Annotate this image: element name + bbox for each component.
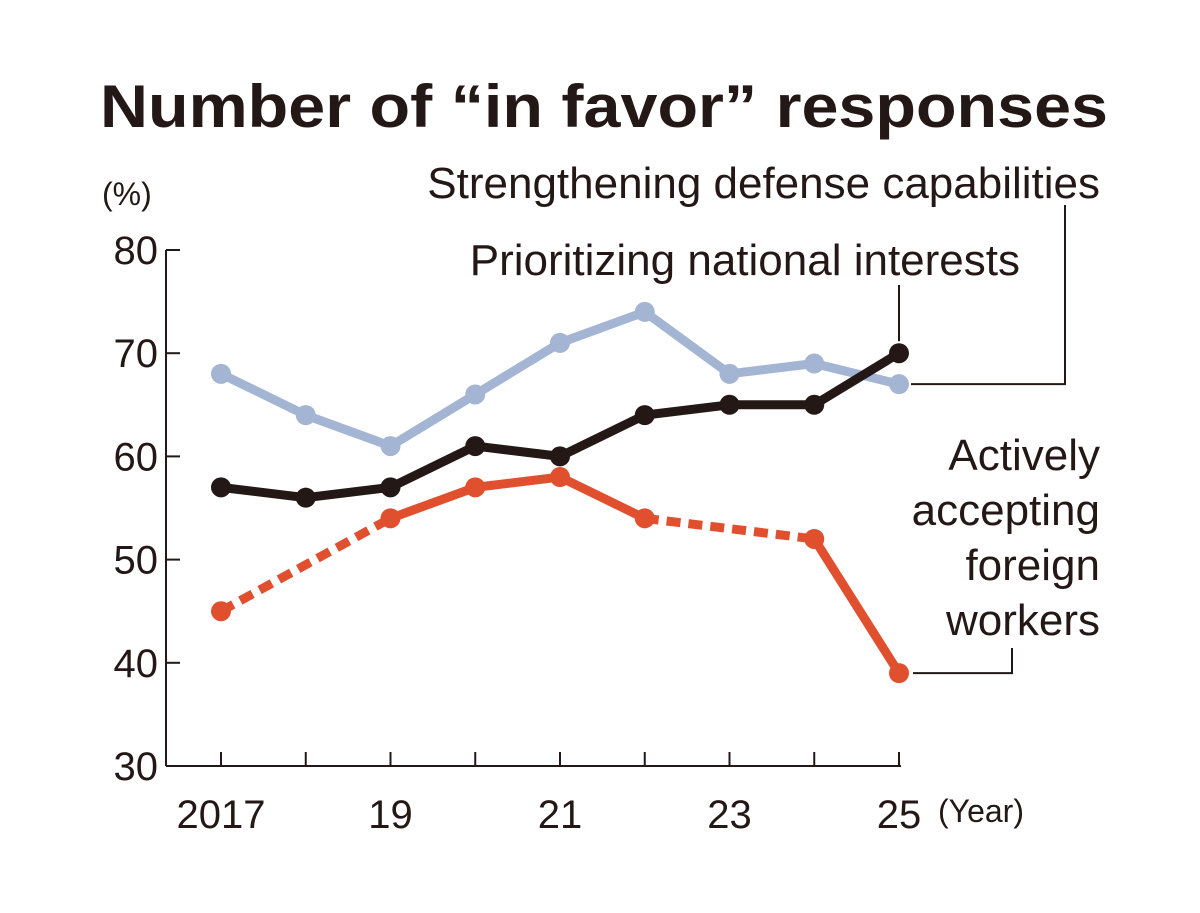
leader-line-foreign-workers [913, 648, 1013, 675]
x-tick-label: 21 [538, 793, 583, 837]
data-point [211, 477, 231, 498]
data-point [889, 663, 909, 684]
series-segment [470, 338, 565, 399]
data-point [550, 467, 570, 488]
data-point [634, 405, 655, 426]
data-point [380, 508, 401, 529]
x-tick-label: 23 [707, 793, 752, 837]
data-point [889, 343, 909, 364]
data-point [295, 487, 316, 508]
series-segment [640, 307, 734, 379]
data-point [634, 508, 655, 529]
data-point [380, 477, 401, 498]
data-point [804, 394, 825, 415]
leader-lines [898, 205, 1066, 675]
series-segment [301, 482, 395, 503]
data-point [889, 374, 909, 395]
series-segment [386, 441, 480, 492]
data-point [211, 363, 231, 384]
series-segment [470, 441, 565, 461]
y-tick-label: 50 [114, 539, 159, 583]
data-point [634, 301, 655, 322]
series-segment [216, 369, 311, 420]
y-tick-label: 60 [114, 435, 159, 479]
data-point [295, 405, 316, 426]
data-point [804, 353, 825, 374]
data-point [465, 436, 486, 457]
data-point [380, 436, 401, 457]
series-0 [211, 301, 909, 457]
series-segment [386, 482, 480, 523]
series-label-foreign-workers-line2: accepting [912, 486, 1100, 535]
x-tick-label: 2017 [177, 793, 266, 837]
data-point [550, 446, 570, 467]
series-label-foreign-workers-line1: Actively [948, 431, 1100, 480]
series-segment [470, 472, 565, 492]
leader-line-defense [911, 205, 1066, 386]
y-axis-label: (%) [102, 176, 152, 212]
data-point [465, 477, 486, 498]
data-point [550, 332, 570, 353]
series-segment [640, 400, 734, 420]
series-label-foreign-workers-line3: foreign [965, 541, 1100, 590]
data-point [719, 394, 740, 415]
series-segment [301, 410, 395, 451]
x-tick-label: 25 [877, 793, 922, 837]
series-segment-dashed [644, 513, 815, 544]
series-segment-dashed [218, 514, 393, 616]
series-marks [211, 301, 909, 684]
series-segment [809, 534, 904, 678]
x-tick-label: 19 [368, 793, 413, 837]
y-tick-label: 70 [114, 332, 159, 376]
data-point [465, 384, 486, 405]
series-segment [555, 472, 650, 523]
series-segment [725, 359, 819, 379]
series-segment [386, 389, 480, 451]
series-label-defense: Strengthening defense capabilities [427, 159, 1100, 208]
series-segment [809, 348, 904, 410]
series-segment [216, 482, 311, 503]
series-segment [555, 410, 650, 461]
y-tick-label: 30 [114, 745, 159, 789]
series-label-foreign-workers-line4: workers [945, 596, 1100, 645]
chart-title: Number of “in favor” responses [100, 73, 1108, 140]
series-2 [211, 467, 909, 684]
axes: 30 40 50 60 70 80 2017 19 21 23 25 [114, 229, 922, 837]
y-tick-label: 80 [114, 229, 159, 273]
data-point [719, 363, 740, 384]
series-1 [211, 343, 909, 508]
data-point [804, 528, 825, 549]
series-segment [555, 307, 650, 348]
data-point [211, 601, 231, 622]
x-axis-label: (Year) [938, 793, 1024, 829]
y-tick-label: 40 [114, 642, 159, 686]
series-label-national-interests: Prioritizing national interests [470, 236, 1020, 285]
